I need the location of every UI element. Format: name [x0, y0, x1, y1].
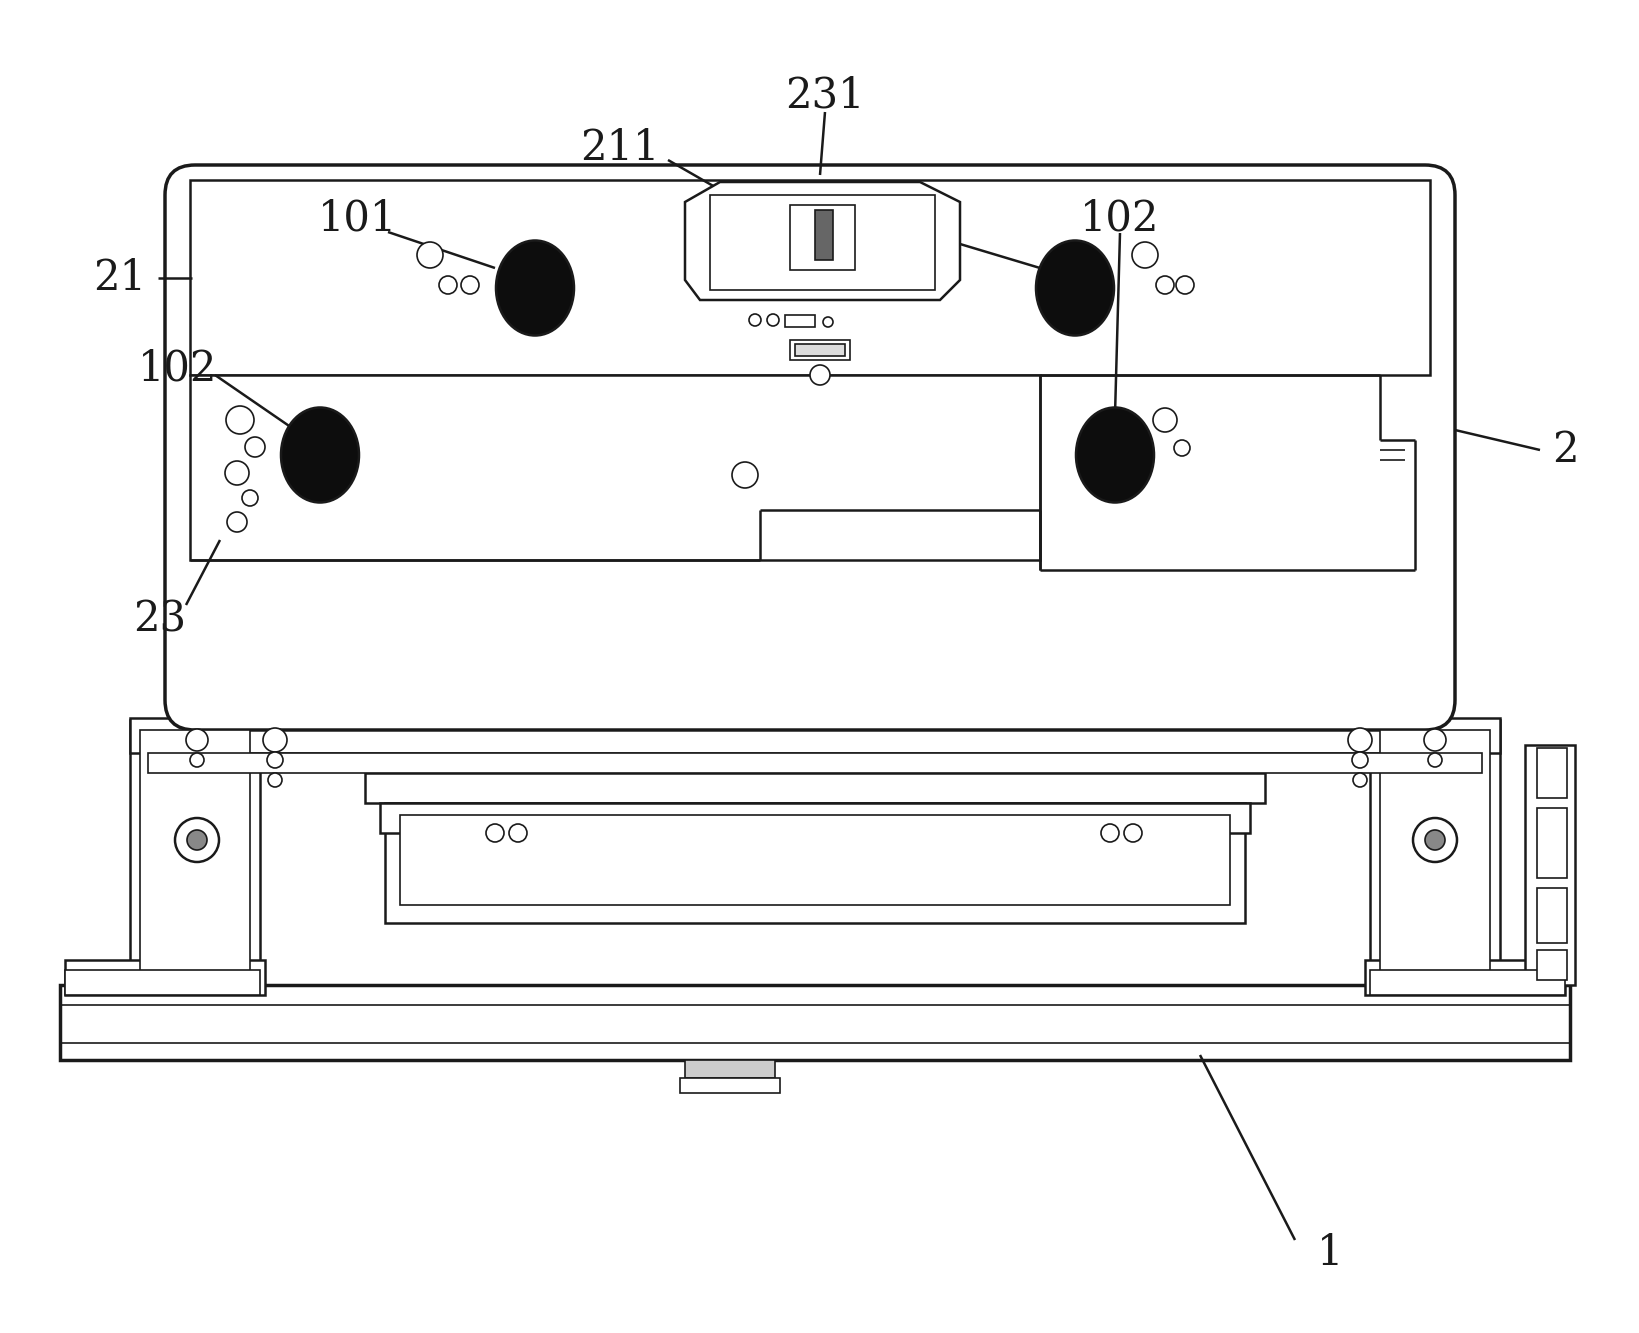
Ellipse shape: [1075, 408, 1154, 503]
Circle shape: [823, 317, 833, 327]
Text: 23: 23: [133, 599, 187, 641]
Ellipse shape: [1036, 240, 1113, 336]
Text: 101: 101: [860, 197, 939, 239]
Bar: [190, 375, 1039, 560]
Polygon shape: [685, 183, 959, 300]
Circle shape: [243, 491, 257, 507]
Text: 21: 21: [93, 257, 146, 299]
Circle shape: [1100, 824, 1118, 842]
Circle shape: [749, 315, 760, 327]
Bar: [385, 802, 1244, 922]
Bar: [400, 814, 1229, 905]
Text: 211: 211: [580, 127, 659, 169]
Circle shape: [190, 753, 203, 766]
FancyBboxPatch shape: [166, 165, 1454, 730]
Bar: [66, 970, 261, 994]
Bar: [685, 1060, 775, 1078]
Circle shape: [262, 728, 287, 752]
Bar: [139, 730, 249, 980]
Bar: [380, 802, 1249, 833]
Text: 1: 1: [1316, 1232, 1342, 1274]
Circle shape: [1123, 824, 1141, 842]
Circle shape: [1424, 830, 1444, 850]
Ellipse shape: [495, 240, 574, 336]
Bar: [790, 340, 849, 360]
Bar: [1536, 888, 1565, 942]
Text: 101: 101: [318, 197, 397, 239]
Bar: [148, 753, 1482, 773]
Bar: [1536, 950, 1565, 980]
Circle shape: [267, 752, 284, 768]
Circle shape: [767, 315, 779, 327]
Circle shape: [244, 437, 266, 457]
Text: 231: 231: [785, 75, 864, 116]
Circle shape: [1423, 729, 1446, 750]
Circle shape: [226, 407, 254, 435]
Circle shape: [175, 818, 220, 862]
Bar: [66, 960, 266, 994]
Bar: [785, 315, 815, 327]
Text: 102: 102: [138, 347, 218, 389]
Circle shape: [1347, 728, 1372, 752]
Circle shape: [267, 773, 282, 786]
Bar: [190, 180, 1429, 375]
Text: 2: 2: [1550, 429, 1577, 471]
Bar: [815, 211, 833, 260]
Bar: [1369, 720, 1500, 990]
Bar: [129, 718, 1500, 753]
Circle shape: [485, 824, 503, 842]
Bar: [129, 720, 261, 990]
Circle shape: [439, 276, 457, 295]
Circle shape: [416, 243, 443, 268]
Circle shape: [1175, 276, 1193, 295]
Bar: [365, 773, 1264, 802]
Circle shape: [508, 824, 526, 842]
Bar: [710, 195, 934, 291]
Circle shape: [187, 830, 207, 850]
Circle shape: [1174, 440, 1190, 456]
Bar: [1536, 808, 1565, 878]
Bar: [790, 205, 854, 271]
Text: 102: 102: [1080, 197, 1159, 239]
Circle shape: [731, 463, 757, 488]
Circle shape: [461, 276, 479, 295]
Ellipse shape: [280, 408, 359, 503]
Circle shape: [1131, 243, 1157, 268]
Circle shape: [1155, 276, 1174, 295]
Circle shape: [1352, 773, 1367, 786]
Circle shape: [1413, 818, 1455, 862]
Bar: [61, 985, 1569, 1060]
Bar: [680, 1078, 780, 1093]
Bar: [1378, 730, 1490, 980]
Circle shape: [225, 461, 249, 485]
Circle shape: [1152, 408, 1177, 432]
Bar: [1536, 748, 1565, 798]
Bar: [1524, 745, 1573, 985]
Circle shape: [1351, 752, 1367, 768]
Bar: [1369, 970, 1564, 994]
Circle shape: [1428, 753, 1441, 766]
Bar: [795, 344, 844, 356]
Circle shape: [226, 512, 247, 532]
Circle shape: [185, 729, 208, 750]
Bar: [1364, 960, 1564, 994]
Circle shape: [810, 365, 829, 385]
